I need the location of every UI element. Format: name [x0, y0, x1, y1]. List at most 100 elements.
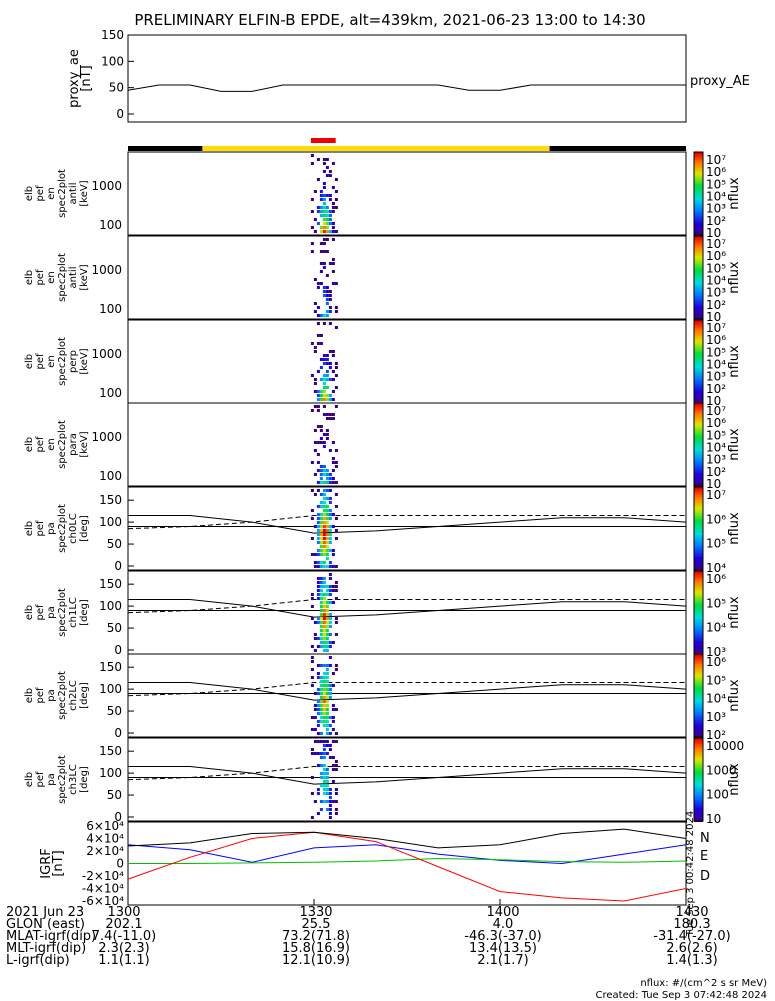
heatmap-cell: [322, 537, 326, 540]
colorbar-segment: [694, 535, 703, 537]
colorbar-segment: [694, 372, 703, 374]
heatmap-cell: [322, 262, 326, 265]
heatmap-cell: [328, 350, 332, 353]
colorbar-segment: [694, 503, 703, 505]
heatmap-cell: [319, 250, 323, 253]
heatmap-cell: [334, 581, 338, 584]
y-axis-label-perp: elb pef en spec2plot perp [keV]: [24, 337, 90, 386]
colorbar-segment: [694, 674, 703, 676]
colorbar-segment: [694, 411, 703, 413]
heatmap-cell: [331, 413, 335, 416]
heatmap-cell: [319, 609, 323, 612]
colorbar-segment: [694, 523, 703, 525]
colorbar-tick-label: 10³: [706, 710, 726, 724]
heatmap-cell: [316, 282, 320, 285]
colorbar-segment: [694, 336, 703, 338]
heatmap-cell: [325, 776, 329, 779]
colorbar-segment: [694, 744, 703, 746]
colorbar-segment: [694, 573, 703, 575]
colorbar-segment: [694, 619, 703, 621]
colorbar-segment: [694, 176, 703, 178]
colorbar-frame: [693, 653, 704, 738]
heatmap-cell: [325, 768, 329, 771]
heatmap-cell: [328, 617, 332, 620]
colorbar-tick-label: 10²: [706, 382, 726, 396]
heatmap-cell: [322, 700, 326, 703]
heatmap-cell: [328, 210, 332, 213]
y-tick-label: 0: [114, 726, 122, 740]
heatmap-cell: [328, 561, 332, 564]
heatmap-cell: [313, 441, 317, 444]
heatmap-cell: [328, 641, 332, 644]
heatmap-cell: [322, 405, 326, 408]
heatmap-cell: [325, 274, 329, 277]
heatmap-cell: [322, 645, 326, 648]
heatmap-cell: [316, 664, 320, 667]
heatmap-cell: [328, 537, 332, 540]
heatmap-cell: [319, 712, 323, 715]
colorbar-segment: [694, 166, 703, 168]
y-axis-label-line: spec2plot: [57, 169, 68, 218]
heatmap-cell: [328, 398, 332, 401]
y-axis-label-line: proxy_ae: [67, 49, 82, 108]
heatmap-cell: [310, 656, 314, 659]
colorbar-segment: [694, 577, 703, 579]
igrf-series-n: [127, 844, 687, 865]
heatmap-cell: [322, 226, 326, 229]
heatmap-cell: [331, 378, 335, 381]
heatmap-cell: [331, 728, 335, 731]
colorbar-segment: [694, 188, 703, 190]
heatmap-cell: [319, 589, 323, 592]
heatmap-cell: [325, 664, 329, 667]
heatmap-cell: [322, 214, 326, 217]
colorbar-segment: [694, 495, 703, 497]
heatmap-cell: [316, 398, 320, 401]
colorbar-segment: [694, 294, 703, 296]
y-axis-label-antil: elb pef en spec2plot antil [keV]: [24, 253, 90, 302]
heatmap-cell: [319, 800, 323, 803]
colorbar-label: nflux: [727, 679, 742, 712]
heatmap-cell: [310, 593, 314, 596]
heatmap-cell: [319, 429, 323, 432]
heatmap-cell: [334, 764, 338, 767]
heatmap-cell: [328, 481, 332, 484]
colorbar-segment: [694, 555, 703, 557]
heatmap-cell: [328, 684, 332, 687]
colorbar-segment: [694, 437, 703, 439]
colorbar-segment: [694, 660, 703, 662]
heatmap-cell: [322, 680, 326, 683]
heatmap-cell: [328, 645, 332, 648]
colorbar-segment: [694, 449, 703, 451]
colorbar-segment: [694, 435, 703, 437]
heatmap-cell: [322, 688, 326, 691]
colorbar-label: nflux: [727, 596, 742, 629]
heatmap-cell: [328, 732, 332, 735]
y-tick-label: 50: [107, 621, 122, 635]
y-axis-label-line: pef: [35, 185, 46, 202]
heatmap-cell: [325, 541, 329, 544]
colorbar-segment: [694, 254, 703, 256]
heatmap-cell: [328, 198, 332, 201]
heatmap-cell: [325, 772, 329, 775]
colorbar-tick-label: 1000: [706, 763, 737, 777]
heatmap-cell: [316, 390, 320, 393]
heatmap-cell: [322, 186, 326, 189]
heatmap-cell: [319, 645, 323, 648]
heatmap-cell: [328, 501, 332, 504]
colorbar-tick-label: 10⁷: [706, 321, 726, 335]
y-axis-label-line: elb: [24, 186, 35, 201]
heatmap-cell: [325, 517, 329, 520]
colorbar-segment: [694, 164, 703, 166]
y-axis-label-line: pef: [35, 604, 46, 621]
heatmap-cell: [319, 537, 323, 540]
colorbar-segment: [694, 672, 703, 674]
colorbar-segment: [694, 537, 703, 539]
y-axis-label-line: elb: [24, 270, 35, 285]
heatmap-cell: [322, 649, 326, 652]
heatmap-cell: [328, 621, 332, 624]
heatmap-cell: [313, 800, 317, 803]
colorbar-segment: [694, 682, 703, 684]
colorbar-tick-label: 100: [706, 788, 729, 802]
y-tick-label: 150: [99, 577, 122, 591]
heatmap-cell: [313, 728, 317, 731]
